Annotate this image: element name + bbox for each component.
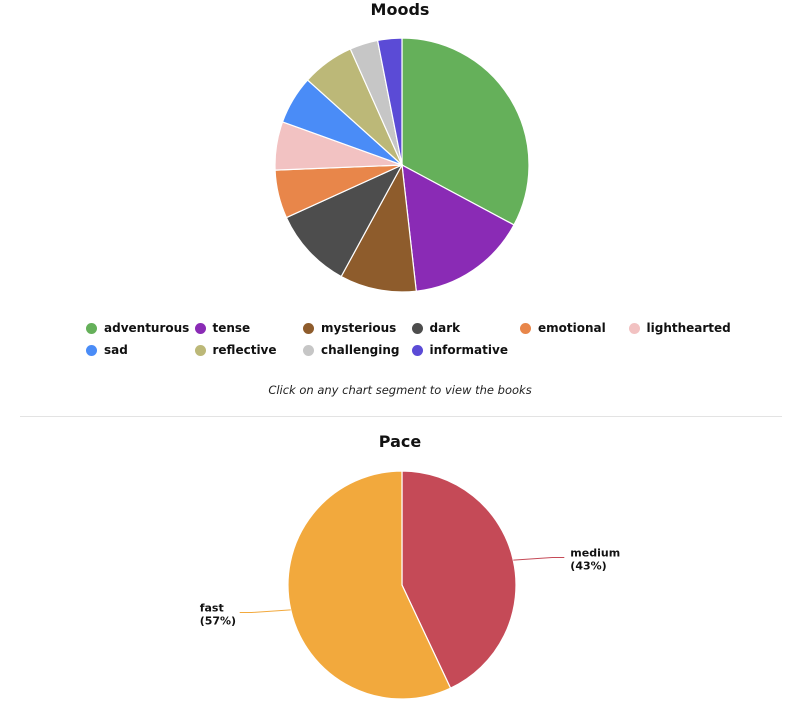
legend-item-dark[interactable]: dark bbox=[411, 318, 461, 338]
legend-label: reflective bbox=[212, 343, 277, 357]
legend-swatch bbox=[520, 322, 531, 334]
legend-swatch bbox=[411, 322, 423, 334]
legend-swatch bbox=[628, 322, 640, 334]
legend-item-mysterious[interactable]: mysterious bbox=[303, 318, 396, 338]
legend-label: emotional bbox=[538, 321, 606, 335]
section-divider bbox=[20, 416, 782, 417]
chart-hint-text: Click on any chart segment to view the b… bbox=[268, 383, 532, 397]
leader-line-fast bbox=[239, 609, 291, 613]
legend-swatch bbox=[194, 344, 206, 356]
pie-slice-medium[interactable] bbox=[401, 470, 517, 689]
legend-item-reflective[interactable]: reflective bbox=[194, 340, 277, 360]
legend-label: tense bbox=[212, 321, 251, 335]
legend-swatch bbox=[86, 344, 97, 356]
legend-item-tense[interactable]: tense bbox=[194, 318, 251, 338]
pace-pie-chart: medium(43%) fast(57%) bbox=[200, 470, 620, 700]
slice-percent-fast: (57%) bbox=[200, 615, 236, 628]
legend-item-adventurous[interactable]: adventurous bbox=[86, 318, 189, 338]
pie-slice-fast[interactable] bbox=[287, 470, 452, 700]
legend-label: mysterious bbox=[321, 321, 397, 335]
legend-label: informative bbox=[429, 343, 508, 357]
legend-swatch bbox=[86, 322, 97, 334]
pie-slice-dark[interactable] bbox=[285, 163, 404, 278]
legend-item-lighthearted[interactable]: lighthearted bbox=[628, 318, 731, 338]
moods-pie-chart bbox=[274, 37, 530, 293]
slice-label-fast: fast bbox=[200, 602, 224, 615]
pace-chart-title: Pace bbox=[378, 432, 422, 451]
legend-label: adventurous bbox=[104, 321, 190, 335]
legend-swatch bbox=[411, 344, 423, 356]
leader-line-medium bbox=[513, 557, 565, 561]
slice-label-medium: medium bbox=[570, 547, 620, 560]
legend-label: challenging bbox=[321, 343, 400, 357]
legend-item-sad[interactable]: sad bbox=[86, 340, 128, 360]
legend-swatch bbox=[303, 322, 314, 334]
legend-label: lighthearted bbox=[646, 321, 731, 335]
slice-percent-medium: (43%) bbox=[570, 560, 606, 573]
pie-slice-adventurous[interactable] bbox=[401, 37, 530, 226]
legend-label: dark bbox=[429, 321, 461, 335]
pie-slice-tense[interactable] bbox=[401, 163, 515, 292]
legend-swatch bbox=[303, 344, 314, 356]
legend-label: sad bbox=[104, 343, 128, 357]
legend-item-challenging[interactable]: challenging bbox=[303, 340, 400, 360]
legend-item-informative[interactable]: informative bbox=[411, 340, 508, 360]
moods-chart-title: Moods bbox=[370, 0, 430, 19]
legend-item-emotional[interactable]: emotional bbox=[520, 318, 606, 338]
pie-slice-mysterious[interactable] bbox=[340, 163, 417, 293]
legend-swatch bbox=[194, 322, 206, 334]
pie-slice-informative[interactable] bbox=[376, 37, 403, 166]
